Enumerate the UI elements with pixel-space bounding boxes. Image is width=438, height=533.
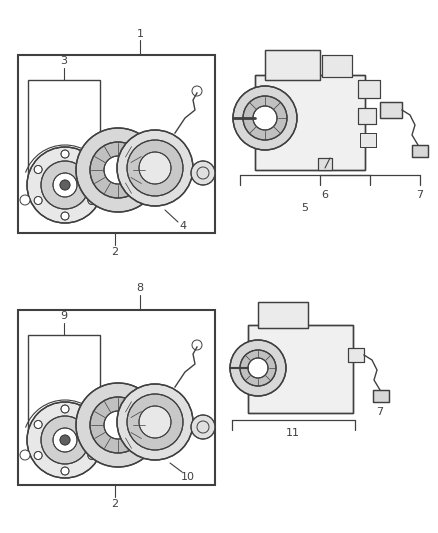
Circle shape (90, 397, 146, 453)
Bar (258, 302, 308, 328)
Text: 3: 3 (60, 56, 67, 66)
Circle shape (61, 212, 69, 220)
Circle shape (127, 140, 183, 196)
Circle shape (76, 383, 160, 467)
Text: 4: 4 (180, 221, 187, 231)
Circle shape (41, 161, 89, 209)
Circle shape (117, 130, 193, 206)
Circle shape (34, 451, 42, 459)
Circle shape (127, 394, 183, 450)
Text: 1: 1 (137, 29, 144, 39)
Circle shape (60, 435, 70, 445)
Circle shape (191, 161, 215, 185)
Circle shape (41, 416, 89, 464)
Bar (248, 325, 353, 413)
Circle shape (243, 96, 287, 140)
Circle shape (88, 421, 96, 429)
Text: 2: 2 (111, 499, 119, 509)
Circle shape (20, 195, 30, 205)
Text: 2: 2 (111, 247, 119, 257)
Bar (412, 145, 428, 157)
Circle shape (139, 152, 171, 184)
Bar (322, 55, 352, 77)
Text: 7: 7 (376, 407, 384, 417)
Circle shape (253, 106, 277, 130)
Circle shape (53, 428, 77, 452)
Bar (360, 133, 376, 147)
Circle shape (27, 402, 103, 478)
Bar (255, 75, 365, 170)
Circle shape (90, 142, 146, 198)
Bar (265, 50, 320, 80)
Bar (248, 325, 353, 413)
Circle shape (88, 451, 96, 459)
Circle shape (139, 406, 171, 438)
Bar (358, 108, 376, 124)
Bar (380, 102, 402, 118)
Bar (360, 133, 376, 147)
Circle shape (61, 150, 69, 158)
Circle shape (108, 175, 132, 199)
Circle shape (53, 173, 77, 197)
Bar (348, 348, 364, 362)
Circle shape (20, 450, 30, 460)
Bar (28, 335, 100, 440)
Circle shape (61, 405, 69, 413)
Circle shape (191, 415, 215, 439)
Bar (318, 158, 332, 170)
Circle shape (27, 147, 103, 223)
Circle shape (233, 86, 297, 150)
Text: 6: 6 (321, 190, 328, 200)
Text: 5: 5 (301, 203, 308, 213)
Circle shape (192, 340, 202, 350)
Circle shape (34, 166, 42, 174)
Bar (322, 55, 352, 77)
Text: 8: 8 (137, 283, 144, 293)
Text: 9: 9 (60, 311, 67, 321)
Bar (373, 390, 389, 402)
Bar (373, 390, 389, 402)
Circle shape (34, 197, 42, 205)
Circle shape (117, 384, 193, 460)
Bar (18, 310, 215, 485)
Circle shape (108, 430, 132, 454)
Circle shape (34, 421, 42, 429)
Bar (348, 348, 364, 362)
Bar (28, 80, 100, 185)
Circle shape (104, 156, 132, 184)
Circle shape (240, 350, 276, 386)
Circle shape (60, 180, 70, 190)
Circle shape (230, 340, 286, 396)
Circle shape (192, 86, 202, 96)
Bar (265, 50, 320, 80)
Circle shape (76, 128, 160, 212)
Bar (258, 302, 308, 328)
Bar (358, 80, 380, 98)
Text: 11: 11 (286, 428, 300, 438)
Circle shape (248, 358, 268, 378)
Circle shape (88, 197, 96, 205)
Bar (412, 145, 428, 157)
Bar (380, 102, 402, 118)
Bar (358, 108, 376, 124)
Text: 10: 10 (181, 472, 195, 482)
Bar (18, 55, 215, 233)
Circle shape (88, 166, 96, 174)
Bar (318, 158, 332, 170)
Bar (358, 80, 380, 98)
Text: 7: 7 (417, 190, 424, 200)
Bar (255, 75, 365, 170)
Circle shape (104, 411, 132, 439)
Circle shape (61, 467, 69, 475)
